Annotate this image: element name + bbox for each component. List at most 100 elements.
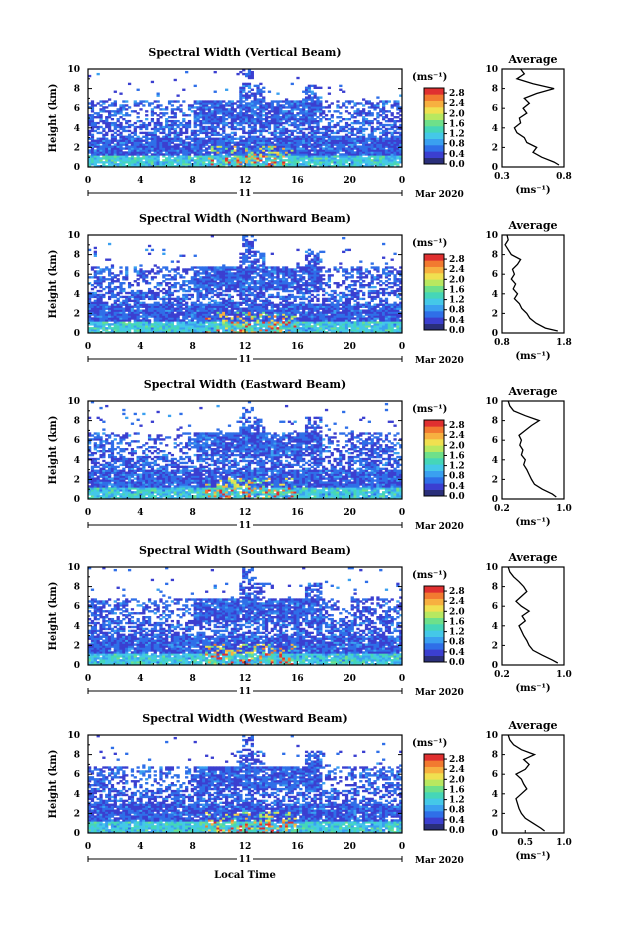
heatmap-cell (259, 149, 263, 152)
heatmap-cell (233, 118, 237, 121)
heatmap-cell (176, 321, 180, 324)
heatmap-cell (267, 299, 272, 303)
heatmap-cell (356, 165, 360, 168)
heatmap-cell (316, 110, 320, 113)
heatmap-cell (150, 305, 155, 308)
heatmap-cell (133, 321, 137, 324)
heatmap-cell (247, 317, 252, 320)
heatmap-cell (276, 116, 280, 119)
heatmap-cell (242, 114, 246, 117)
heatmap-cell (310, 84, 314, 88)
heatmap-cell (262, 254, 266, 257)
heatmap-cell (156, 319, 160, 322)
heatmap-cell (156, 327, 160, 330)
heatmap-cell (250, 313, 254, 316)
heatmap-cell (187, 125, 192, 129)
y-tick-label: 6 (74, 104, 80, 114)
heatmap-cell (93, 315, 97, 318)
heatmap-cell (105, 315, 109, 318)
heatmap-cell (139, 311, 143, 314)
heatmap-cell (176, 157, 180, 160)
heatmap-cell (162, 112, 166, 115)
heatmap-cell (393, 149, 397, 152)
heatmap-cell (339, 145, 343, 148)
heatmap-cell (156, 141, 160, 144)
heatmap-cell (356, 141, 360, 144)
heatmap-cell (219, 313, 223, 316)
heatmap-cell (387, 155, 391, 158)
heatmap-cell (113, 100, 117, 103)
heatmap-cell (93, 276, 97, 279)
heatmap-cell (236, 327, 240, 330)
heatmap-cell (219, 100, 223, 103)
heatmap-cell (256, 313, 260, 316)
heatmap-cell (173, 127, 177, 131)
heatmap-cell (230, 121, 234, 125)
colorbar-tick-label: 0.4 (449, 150, 465, 160)
heatmap-cell (105, 329, 109, 332)
heatmap-cell (88, 143, 92, 146)
heatmap-cell (279, 280, 283, 283)
heatmap-cell (259, 102, 263, 105)
heatmap-cell (225, 272, 229, 275)
heatmap-cell (156, 331, 160, 334)
heatmap-cell (339, 161, 343, 164)
heatmap-cell (364, 159, 369, 162)
heatmap-cell (242, 331, 246, 334)
heatmap-cell (233, 149, 237, 152)
heatmap-cell (88, 131, 92, 135)
heatmap-cell (150, 145, 155, 148)
heatmap-cell (253, 268, 257, 271)
heatmap-cell (336, 155, 340, 158)
heatmap-cell (393, 141, 397, 144)
heatmap-cell (259, 139, 263, 142)
heatmap-cell (105, 110, 109, 113)
heatmap-cell (179, 331, 183, 334)
heatmap-cell (253, 129, 257, 133)
heatmap-cell (102, 311, 106, 314)
heatmap-cell (376, 137, 380, 140)
heatmap-cell (262, 252, 266, 255)
heatmap-cell (207, 157, 212, 160)
heatmap-cell (227, 110, 232, 113)
heatmap-cell (287, 129, 292, 133)
heatmap-cell (379, 135, 383, 138)
heatmap-cell (205, 133, 209, 137)
heatmap-cell (290, 110, 294, 113)
heatmap-cell (253, 305, 257, 308)
heatmap-cell (179, 121, 183, 125)
heatmap-cell (304, 114, 309, 117)
heatmap-cell (262, 155, 266, 158)
heatmap-cell (96, 299, 100, 303)
heatmap-cell (105, 145, 109, 148)
heatmap-cell (316, 104, 320, 107)
heatmap-cell (399, 155, 403, 158)
heatmap-cell (390, 151, 394, 154)
heatmap-cell (207, 301, 212, 304)
heatmap-cell (119, 143, 123, 146)
heatmap-cell (156, 305, 160, 308)
heatmap-cell (310, 112, 314, 115)
heatmap-cell (230, 329, 234, 332)
heatmap-cell (162, 311, 166, 314)
heatmap-cell (245, 280, 249, 283)
heatmap-cell (273, 149, 277, 152)
heatmap-cell (176, 119, 180, 123)
heatmap-cell (313, 131, 317, 135)
heatmap-cell (133, 323, 137, 326)
heatmap-cell (344, 155, 349, 158)
heatmap-cell (142, 161, 146, 164)
heatmap-cell (145, 153, 149, 156)
heatmap-cell (256, 145, 260, 148)
heatmap-cell (282, 133, 286, 137)
y-tick-label: 10 (67, 65, 80, 75)
heatmap-cell (110, 311, 115, 314)
heatmap-cell (296, 151, 300, 154)
heatmap-cell (262, 165, 266, 168)
heatmap-cell (156, 92, 160, 95)
heatmap-cell (262, 123, 266, 127)
heatmap-cell (239, 108, 243, 111)
heatmap-cell (139, 321, 143, 324)
heatmap-cell (364, 137, 369, 140)
heatmap-cell (99, 278, 103, 281)
